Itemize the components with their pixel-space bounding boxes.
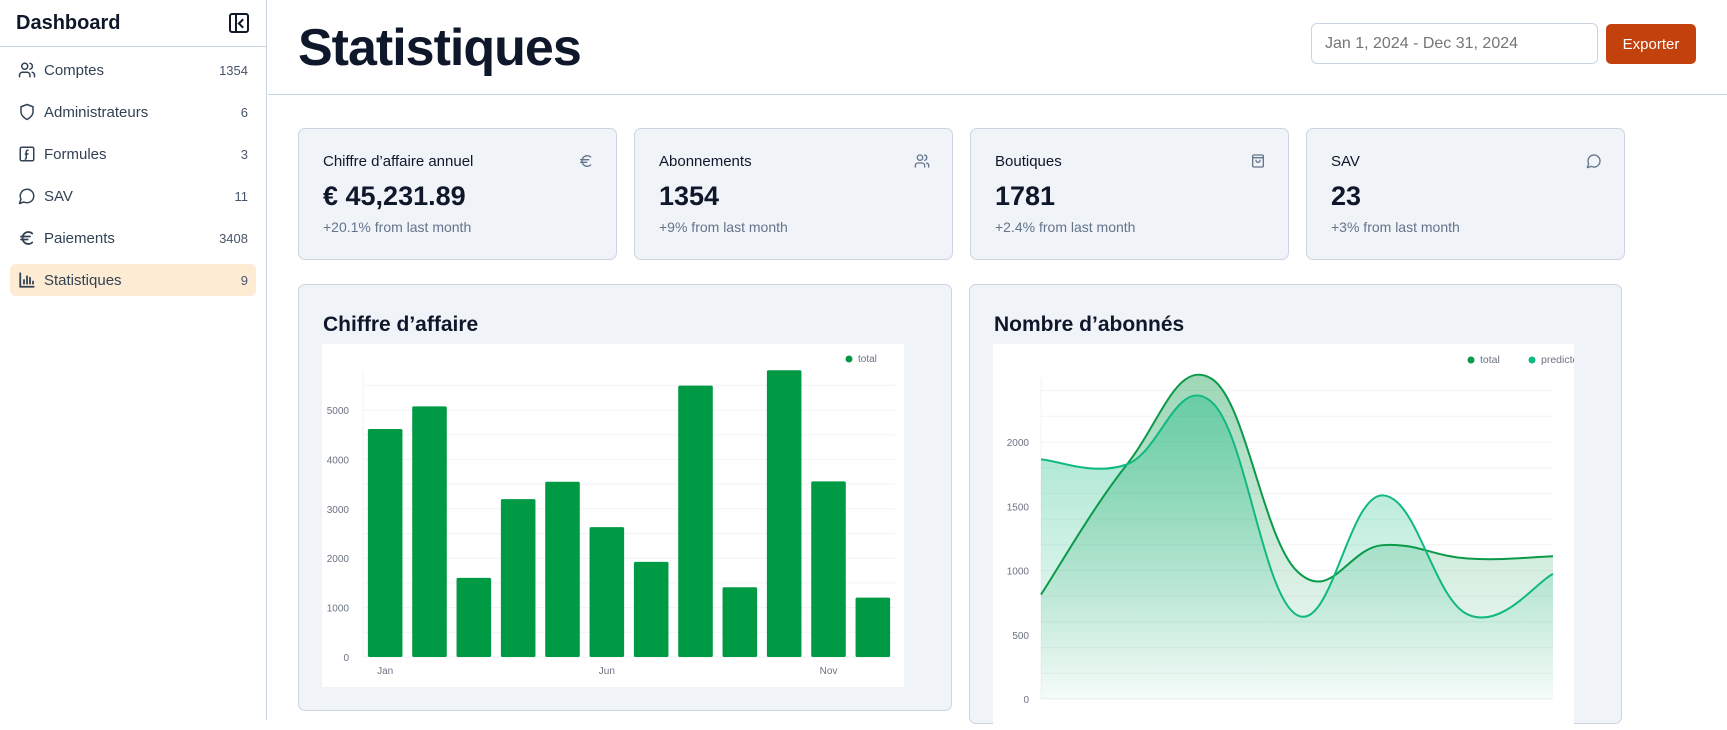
stat-change: +3% from last month <box>1331 219 1460 235</box>
sidebar: Dashboard Comptes 1354 Administrateurs 6… <box>0 0 267 720</box>
stat-value: 23 <box>1331 181 1362 211</box>
stat-value: 1354 <box>659 181 720 211</box>
sidebar-item-count: 1354 <box>219 62 248 78</box>
line-predicted <box>1040 394 1554 619</box>
users-icon <box>914 153 930 169</box>
subscribers-chart-area: 0 500 1000 1500 2000 total predicted <box>993 344 1585 725</box>
page-title: Statistiques <box>298 19 582 77</box>
subscribers-chart-card: Nombre d’abonnés 0 500 1000 1500 2000 total pr… <box>969 284 1622 725</box>
users-icon <box>18 61 36 79</box>
stat-card-subscriptions: Abonnements 1354 +9% from last month <box>634 128 953 260</box>
sidebar-item-paiements[interactable]: Paiements 3408 <box>10 222 256 254</box>
y-tick-label: 5000 <box>327 406 350 417</box>
sidebar-header: Dashboard <box>0 0 266 47</box>
bar-nov <box>811 481 846 657</box>
message-circle-icon <box>18 187 36 205</box>
y-tick-label: 2000 <box>1007 438 1030 449</box>
sidebar-item-count: 6 <box>240 104 248 120</box>
sidebar-item-count: 3408 <box>219 230 248 246</box>
x-tick-label: Jan <box>377 666 393 677</box>
stat-card-revenue: Chiffre d’affaire annuel € 45,231.89 +20… <box>298 128 617 260</box>
legend-label: total <box>1480 354 1500 366</box>
export-button[interactable]: Exporter <box>1606 24 1696 64</box>
bar-sep <box>722 587 758 657</box>
sidebar-item-label: Paiements <box>44 229 115 247</box>
bar-chart-icon <box>18 271 36 289</box>
subscribers-area-chart: 0 500 1000 1500 2000 total predicted <box>1007 354 1585 706</box>
euro-icon <box>578 153 594 169</box>
message-circle-icon <box>1586 153 1602 169</box>
sidebar-item-formules[interactable]: Formules 3 <box>10 138 256 170</box>
y-tick-label: 1000 <box>327 604 350 615</box>
legend-dot-predicted <box>1528 356 1536 364</box>
revenue-bar-chart: 0 1000 2000 3000 4000 5000 Jan Jun Nov total <box>327 354 895 677</box>
area-predicted <box>1041 395 1553 699</box>
legend-dot-total <box>845 355 853 363</box>
bar-apr <box>500 499 536 657</box>
stat-title: SAV <box>1331 153 1360 170</box>
sidebar-item-comptes[interactable]: Comptes 1354 <box>10 54 256 86</box>
formula-icon <box>18 145 36 163</box>
y-tick-label: 0 <box>343 653 349 664</box>
x-tick-label: Nov <box>820 666 838 677</box>
stat-title: Chiffre d’affaire annuel <box>323 153 474 170</box>
legend-label: predicted <box>1541 354 1574 366</box>
stat-change: +20.1% from last month <box>323 219 472 235</box>
euro-icon <box>18 229 36 247</box>
bar-feb <box>412 406 447 657</box>
stat-value: € 45,231.89 <box>323 181 466 211</box>
y-tick-label: 3000 <box>327 505 350 516</box>
bar-may <box>545 481 580 657</box>
sidebar-item-label: Statistiques <box>44 271 122 289</box>
sidebar-title: Dashboard <box>16 11 121 34</box>
sidebar-nav: Comptes 1354 Administrateurs 6 Formules … <box>0 47 266 296</box>
legend-label: total <box>858 354 877 365</box>
bar-mar <box>456 577 492 657</box>
stat-title: Abonnements <box>659 153 752 170</box>
sidebar-item-count: 3 <box>240 146 248 162</box>
revenue-chart-area: 0 1000 2000 3000 4000 5000 Jan Jun Nov total <box>322 344 904 687</box>
legend-dot-total <box>1467 356 1475 364</box>
chart-title: Chiffre d’affaire <box>323 313 479 336</box>
y-tick-label: 2000 <box>327 554 350 565</box>
sidebar-item-label: Comptes <box>44 61 105 79</box>
sidebar-item-count: 11 <box>234 188 249 204</box>
sidebar-item-label: Formules <box>44 145 107 163</box>
bar-jul <box>633 561 669 657</box>
shield-icon <box>18 103 36 121</box>
sidebar-item-label: SAV <box>44 187 73 205</box>
y-tick-label: 4000 <box>327 455 350 466</box>
stat-title: Boutiques <box>995 153 1062 170</box>
sidebar-item-statistiques[interactable]: Statistiques 9 <box>10 264 256 296</box>
y-tick-label: 500 <box>1012 631 1029 642</box>
chart-title: Nombre d’abonnés <box>994 313 1185 336</box>
sidebar-item-sav[interactable]: SAV 11 <box>10 180 256 212</box>
x-tick-label: Jun <box>599 666 615 677</box>
bar-oct <box>766 370 802 657</box>
date-range-input[interactable] <box>1311 23 1598 64</box>
sidebar-item-administrateurs[interactable]: Administrateurs 6 <box>10 96 256 128</box>
bar-aug <box>678 385 713 657</box>
page-header: Statistiques Exporter <box>268 0 1727 95</box>
revenue-chart-card: Chiffre d’affaire 0 1000 2000 3000 4000 5000 J… <box>298 284 952 711</box>
y-tick-label: 0 <box>1023 695 1029 706</box>
bar-jan <box>367 429 403 657</box>
stat-card-sav: SAV 23 +3% from last month <box>1306 128 1625 260</box>
stat-value: 1781 <box>995 181 1056 211</box>
y-tick-label: 1500 <box>1007 502 1030 513</box>
bar-dec <box>855 597 891 657</box>
stat-card-shops: Boutiques 1781 +2.4% from last month <box>970 128 1289 260</box>
stat-change: +9% from last month <box>659 219 788 235</box>
y-tick-label: 1000 <box>1007 567 1030 578</box>
sidebar-item-label: Administrateurs <box>44 103 149 121</box>
sidebar-item-count: 9 <box>240 272 248 288</box>
collapse-sidebar-icon[interactable] <box>229 13 249 33</box>
stat-change: +2.4% from last month <box>995 219 1136 235</box>
shopping-bag-icon <box>1250 153 1266 169</box>
bar-jun <box>589 527 625 657</box>
